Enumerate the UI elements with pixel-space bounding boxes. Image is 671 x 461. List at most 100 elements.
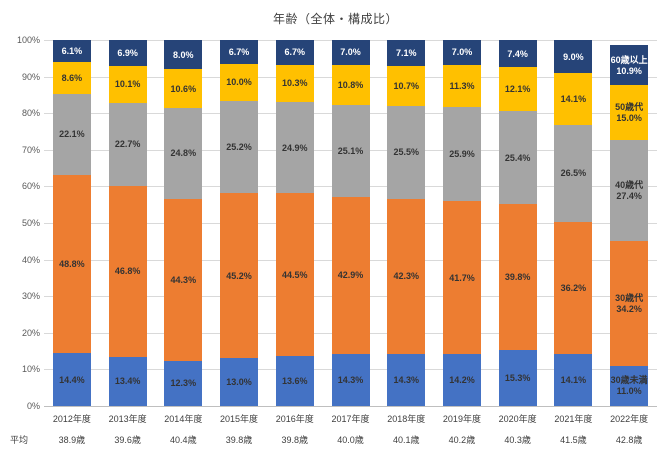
segment-value-label: 10.8%	[337, 80, 364, 90]
x-axis-label: 2018年度	[387, 414, 426, 424]
segment-value-label: 14.3%	[393, 374, 419, 385]
bar-segment-60歳以上: 8.0%	[164, 40, 203, 70]
y-axis-tick: 70%	[21, 144, 40, 155]
bar-segment-60歳以上: 6.1%	[52, 40, 91, 63]
bar-segment-50歳代: 10.7%	[387, 66, 426, 106]
segment-value-label: 22.7%	[114, 139, 141, 150]
bar-segment-50歳代: 50歳代 15.0%	[610, 85, 649, 141]
bar-segment-40歳代: 22.1%	[52, 93, 91, 175]
series-name-label: 50歳代	[615, 102, 644, 113]
segment-value-label: 14.2%	[449, 375, 475, 385]
x-axis-label: 2012年度	[52, 414, 91, 424]
segment-value-label: 26.5%	[560, 168, 587, 179]
y-axis-tick: 10%	[21, 364, 40, 375]
bar-segment-60歳以上: 6.7%	[220, 39, 259, 65]
series-name-label: 30歳未満	[610, 375, 648, 386]
bar-segment-50歳代: 10.0%	[220, 64, 259, 101]
average-age-value: 38.9歳	[58, 435, 86, 445]
segment-value-label: 14.4%	[59, 374, 85, 385]
x-axis-label: 2016年度	[275, 414, 314, 424]
bar-segment-30歳未満: 30歳未満 11.0%	[610, 365, 649, 406]
segment-value-label: 10.6%	[170, 83, 197, 94]
bar-segment-30歳未満: 13.4%	[108, 356, 147, 406]
segment-value-label: 25.1%	[337, 145, 364, 156]
segment-value-label: 24.9%	[282, 142, 308, 153]
bar-segment-40歳代: 25.1%	[331, 104, 370, 197]
bar-segment-30歳未満: 14.1%	[554, 354, 593, 406]
bar-segment-50歳代: 10.3%	[275, 64, 314, 103]
segment-value-label: 6.7%	[284, 47, 306, 58]
bar-segment-30歳未満: 14.3%	[387, 353, 426, 406]
bar-segment-50歳代: 10.6%	[164, 69, 203, 109]
segment-value-label: 44.5%	[282, 269, 308, 280]
segment-value-label: 14.3%	[337, 374, 364, 385]
y-axis-tick: 20%	[21, 327, 40, 338]
bar-segment-30歳未満: 13.0%	[220, 358, 259, 406]
bar-segment-40歳代: 25.2%	[220, 100, 259, 193]
bar-segment-50歳代: 10.8%	[331, 65, 370, 105]
series-name-label: 40歳代	[615, 179, 644, 190]
segment-value-label: 25.5%	[393, 147, 419, 158]
average-age-value: 40.2歳	[448, 435, 476, 445]
segment-value-label: 27.4%	[616, 190, 642, 201]
bar-segment-30歳代: 48.8%	[52, 174, 91, 354]
segment-value-label: 9.0%	[563, 51, 584, 62]
bar-segment-30歳未満: 13.6%	[275, 356, 314, 406]
bar-segment-40歳代: 40歳代 27.4%	[610, 140, 649, 241]
segment-value-label: 24.8%	[170, 148, 197, 159]
average-age-value: 41.5歳	[560, 435, 587, 445]
average-age-value: 40.1歳	[392, 435, 420, 445]
average-age-value: 39.8歳	[281, 435, 309, 445]
segment-value-label: 13.6%	[282, 376, 308, 387]
bar-segment-30歳代: 42.9%	[331, 196, 370, 354]
chart-title: 年齢（全体・構成比）	[272, 12, 398, 26]
segment-value-label: 6.1%	[61, 46, 83, 57]
average-age-value: 40.4歳	[170, 435, 197, 445]
segment-value-label: 10.7%	[393, 80, 419, 91]
bar-segment-30歳未満: 12.3%	[164, 360, 203, 406]
bar-segment-30歳未満: 15.3%	[498, 350, 537, 406]
segment-value-label: 46.8%	[114, 266, 141, 277]
segment-value-label: 14.1%	[560, 94, 587, 105]
x-axis-label: 2015年度	[220, 414, 259, 424]
segment-value-label: 45.2%	[226, 270, 252, 281]
x-axis-label: 2013年度	[108, 414, 147, 424]
segment-value-label: 13.0%	[226, 377, 252, 388]
segment-value-label: 25.2%	[226, 141, 252, 152]
bar-segment-30歳未満: 14.4%	[52, 353, 91, 406]
segment-value-label: 8.0%	[173, 49, 194, 60]
bar-segment-50歳代: 14.1%	[554, 73, 593, 125]
bar-segment-40歳代: 22.7%	[108, 102, 147, 186]
segment-value-label: 6.9%	[117, 47, 138, 58]
segment-value-label: 12.3%	[170, 378, 197, 389]
bar-segment-60歳以上: 7.4%	[498, 40, 537, 68]
y-axis-tick: 0%	[26, 401, 40, 411]
segment-value-label: 25.4%	[504, 152, 531, 163]
average-row-header: 平均	[10, 435, 29, 445]
bar-segment-30歳代: 45.2%	[220, 192, 259, 359]
average-age-value: 40.0歳	[337, 435, 364, 445]
bar-segment-60歳以上: 9.0%	[554, 40, 593, 74]
bar-segment-30歳代: 46.8%	[108, 185, 147, 357]
y-axis-tick: 100%	[16, 35, 40, 45]
bar-segment-50歳代: 8.6%	[52, 62, 91, 94]
y-axis-tick: 90%	[21, 71, 40, 82]
segment-value-label: 8.6%	[61, 73, 83, 84]
bar-segment-50歳代: 10.1%	[108, 65, 147, 103]
average-age-value: 39.8歳	[225, 435, 253, 445]
bar-segment-60歳以上: 60歳以上 10.9%	[610, 45, 649, 86]
segment-value-label: 14.1%	[560, 375, 587, 386]
bar-segment-30歳代: 41.7%	[442, 201, 481, 354]
segment-value-label: 10.0%	[226, 77, 252, 88]
x-axis-label: 2014年度	[164, 414, 203, 424]
bar-segment-30歳代: 42.3%	[387, 198, 426, 354]
x-axis-label: 2021年度	[554, 414, 593, 424]
bar-segment-60歳以上: 6.7%	[275, 40, 314, 65]
segment-value-label: 13.4%	[114, 376, 141, 387]
bar-segment-30歳代: 30歳代 34.2%	[610, 240, 649, 366]
segment-value-label: 7.4%	[507, 48, 528, 59]
x-axis-label: 2022年度	[610, 414, 649, 424]
bar-segment-30歳未満: 14.2%	[442, 354, 481, 406]
bar-segment-60歳以上: 7.0%	[331, 39, 370, 66]
